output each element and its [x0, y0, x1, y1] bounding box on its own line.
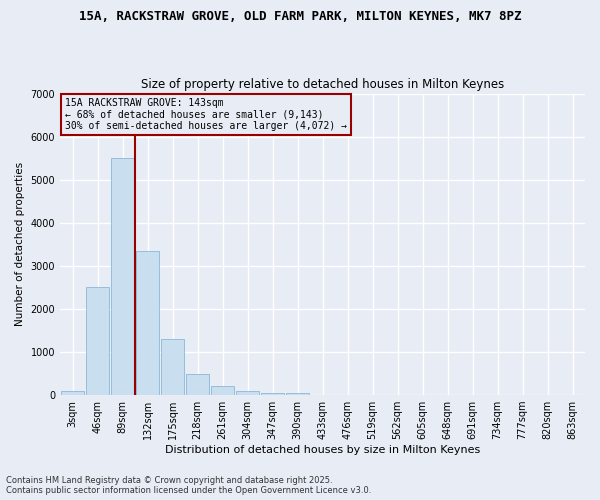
Bar: [110, 158, 134, 395]
Text: 15A RACKSTRAW GROVE: 143sqm
← 68% of detached houses are smaller (9,143)
30% of : 15A RACKSTRAW GROVE: 143sqm ← 68% of det…: [65, 98, 347, 131]
Bar: [286, 394, 310, 395]
Bar: [86, 288, 109, 395]
Y-axis label: Number of detached properties: Number of detached properties: [15, 162, 25, 326]
Text: 15A, RACKSTRAW GROVE, OLD FARM PARK, MILTON KEYNES, MK7 8PZ: 15A, RACKSTRAW GROVE, OLD FARM PARK, MIL…: [79, 10, 521, 23]
Bar: [161, 339, 184, 395]
Bar: [136, 251, 160, 395]
Bar: [61, 391, 85, 395]
Bar: [260, 393, 284, 395]
Title: Size of property relative to detached houses in Milton Keynes: Size of property relative to detached ho…: [141, 78, 504, 91]
Text: Contains HM Land Registry data © Crown copyright and database right 2025.
Contai: Contains HM Land Registry data © Crown c…: [6, 476, 371, 495]
Bar: [185, 374, 209, 395]
X-axis label: Distribution of detached houses by size in Milton Keynes: Distribution of detached houses by size …: [165, 445, 480, 455]
Bar: [236, 391, 259, 395]
Bar: [211, 386, 235, 395]
